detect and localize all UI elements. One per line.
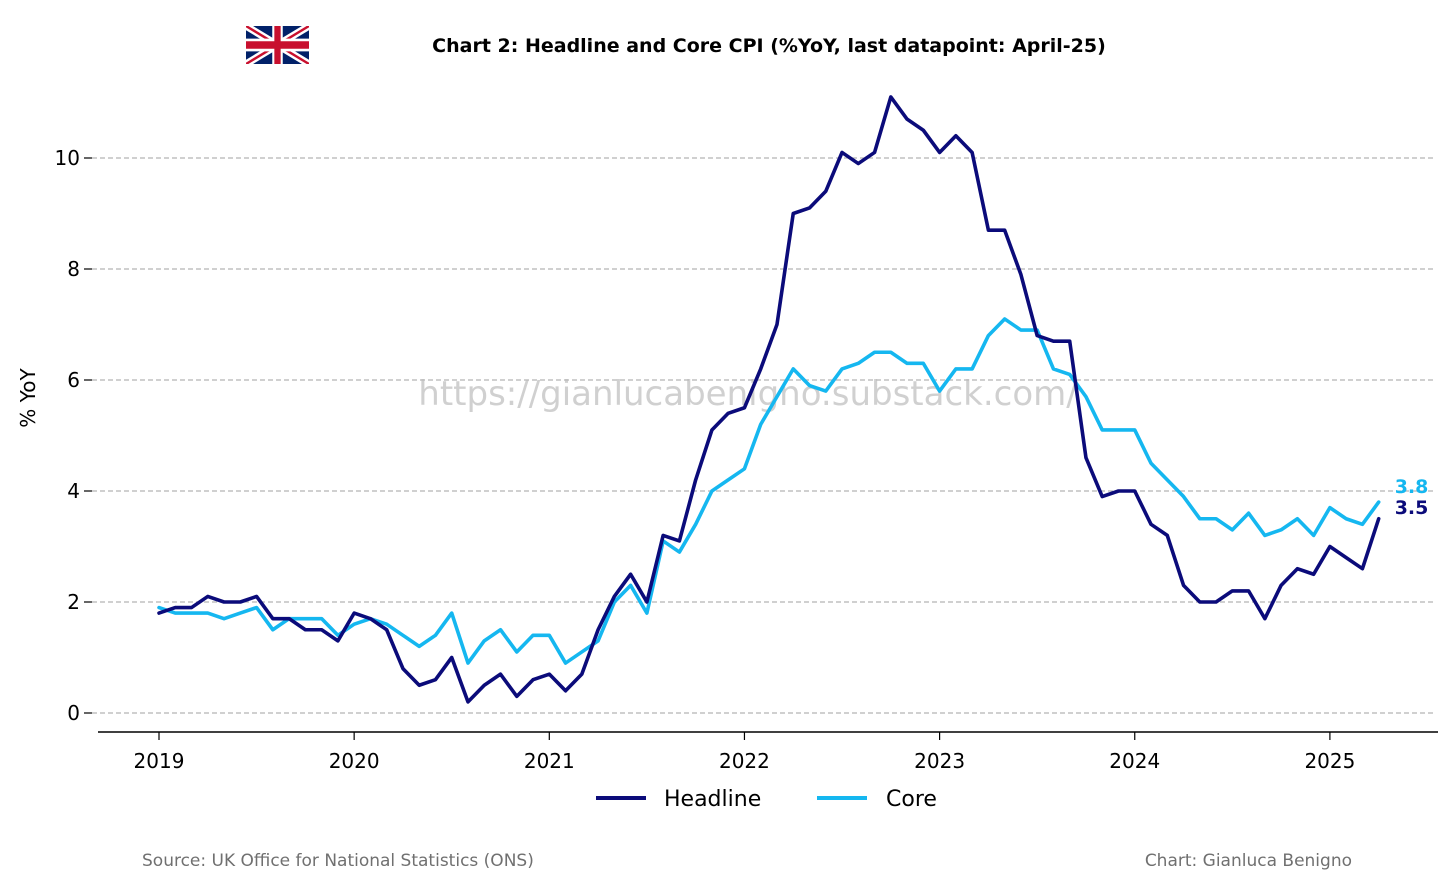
- y-axis-ticks: 0 2 4 6 8 10: [55, 146, 92, 725]
- chart-credit: Chart: Gianluca Benigno: [1145, 851, 1352, 871]
- series-line-core: [157, 317, 1381, 665]
- x-axis: 2019 2020 2021 2022 2023 2024 2025: [98, 731, 1438, 773]
- legend-label-headline: Headline: [664, 787, 761, 812]
- chart-title: Chart 2: Headline and Core CPI (%YoY, la…: [432, 35, 1106, 57]
- ytick-label-2: 2: [67, 590, 80, 614]
- series-lines: [157, 95, 1381, 704]
- ytick-label-4: 4: [67, 479, 80, 503]
- gridlines: [92, 157, 1436, 714]
- ytick-label-8: 8: [67, 257, 80, 281]
- legend: Headline Core: [596, 787, 937, 812]
- xtick-label-2023: 2023: [914, 749, 965, 773]
- end-label-core: 3.8: [1395, 476, 1429, 498]
- xtick-label-2025: 2025: [1304, 749, 1355, 773]
- y-axis-label: % YoY: [16, 368, 40, 428]
- xtick-label-2022: 2022: [719, 749, 770, 773]
- ytick-label-6: 6: [67, 368, 80, 392]
- xtick-label-2019: 2019: [134, 749, 185, 773]
- ytick-label-10: 10: [55, 146, 80, 170]
- xtick-label-2021: 2021: [524, 749, 575, 773]
- end-labels: 3.83.5: [1395, 476, 1429, 519]
- uk-flag-icon: [246, 26, 309, 64]
- end-label-headline: 3.5: [1395, 497, 1429, 519]
- ytick-label-0: 0: [67, 701, 80, 725]
- source-note: Source: UK Office for National Statistic…: [142, 851, 534, 871]
- xtick-label-2020: 2020: [329, 749, 380, 773]
- legend-label-core: Core: [886, 787, 937, 812]
- series-line-headline: [157, 95, 1381, 704]
- xtick-label-2024: 2024: [1109, 749, 1160, 773]
